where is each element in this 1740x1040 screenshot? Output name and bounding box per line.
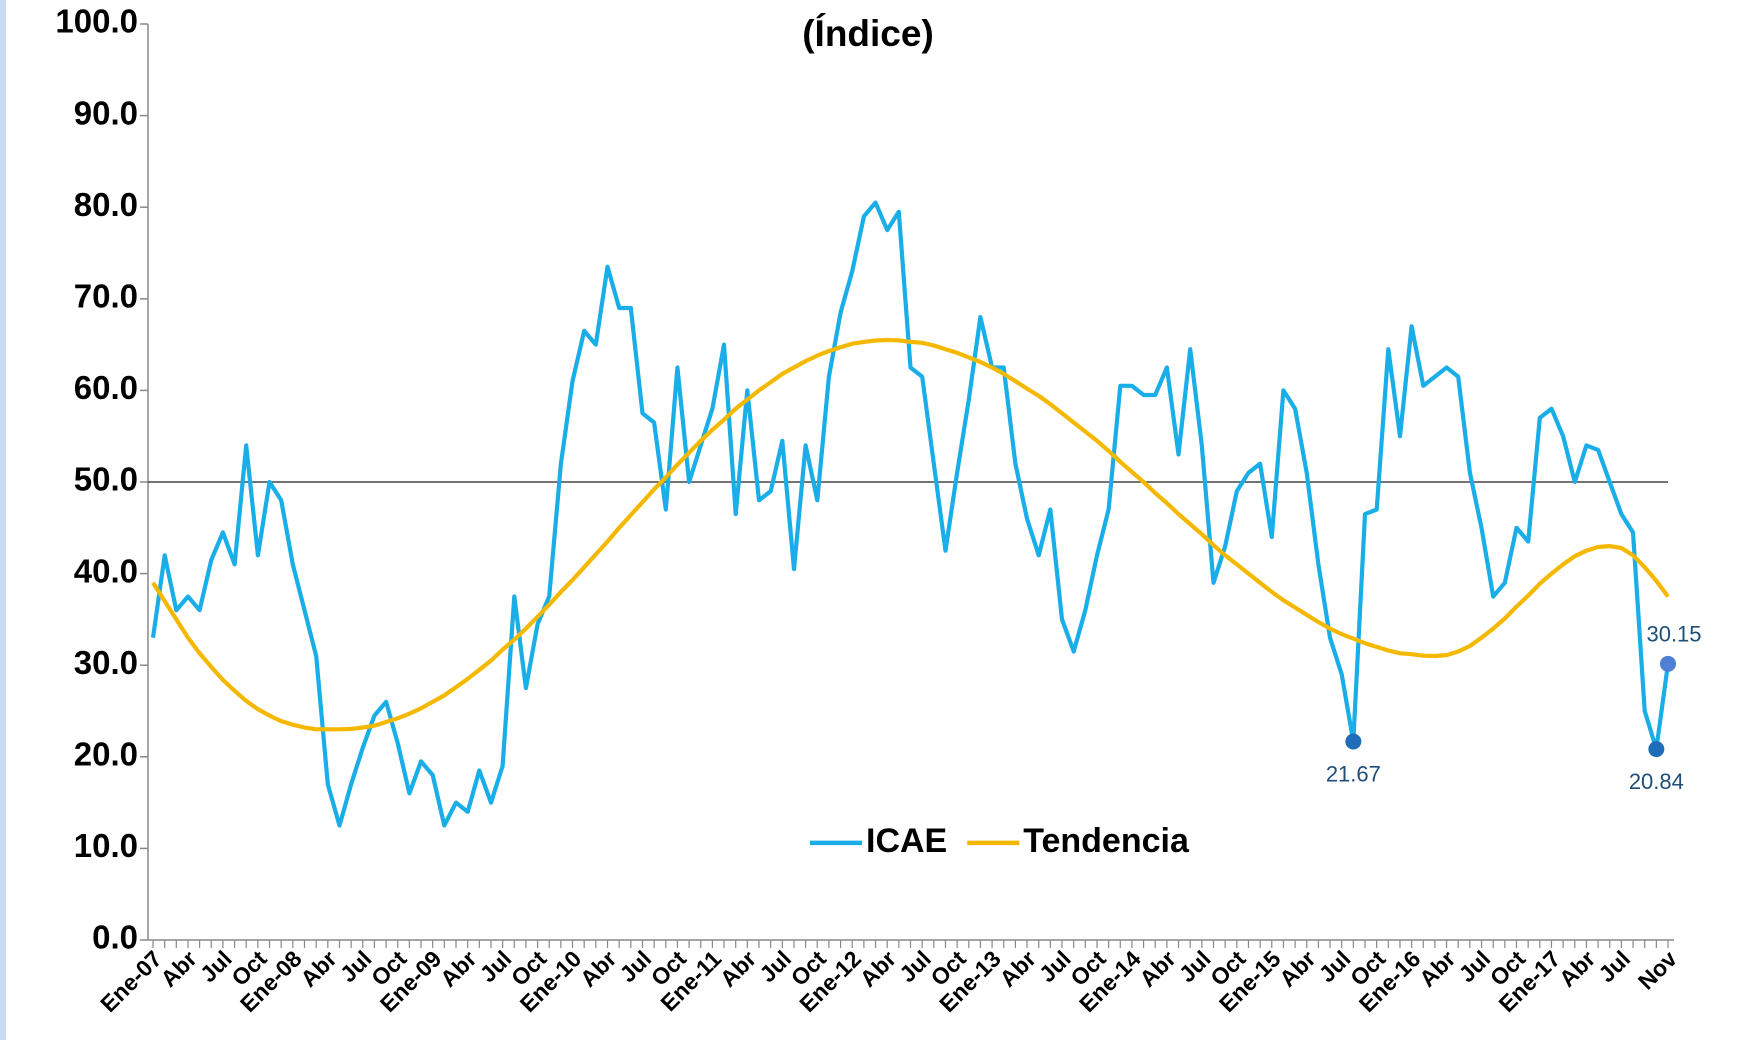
x-tick-label: Jul	[1593, 945, 1635, 987]
series-line	[150, 200, 1671, 828]
x-tick-label: Jul	[1453, 945, 1495, 987]
x-tick-label: Nov	[1633, 945, 1682, 994]
highlight-point	[1345, 733, 1362, 750]
data-label: 20.84	[1629, 769, 1684, 794]
y-tick-label: 70.0	[74, 278, 138, 315]
y-tick-label: 100.0	[55, 3, 138, 40]
x-tick-label: Jul	[1174, 945, 1216, 987]
x-tick-label: Ene-07	[95, 945, 167, 1017]
x-tick-label: Jul	[1034, 945, 1076, 987]
x-tick-label: Jul	[894, 945, 936, 987]
y-tick-label: 60.0	[74, 369, 138, 406]
y-tick-label: 10.0	[74, 827, 138, 864]
highlight-point	[1660, 655, 1676, 672]
data-label: 30.15	[1646, 622, 1701, 647]
chart-title: (Índice)	[802, 13, 934, 54]
y-tick-label: 0.0	[92, 919, 138, 956]
y-tick-label: 30.0	[74, 644, 138, 681]
x-tick-label: Jul	[475, 945, 517, 987]
x-tick-label: Jul	[195, 945, 237, 987]
y-tick-label: 80.0	[74, 186, 138, 223]
y-tick-label: 40.0	[74, 552, 138, 589]
x-tick-label: Jul	[614, 945, 656, 987]
y-tick-label: 20.0	[74, 736, 138, 773]
series-line	[151, 337, 1670, 732]
x-tick-label: Jul	[754, 945, 796, 987]
side-strip	[0, 0, 6, 1040]
highlight-point	[1648, 741, 1665, 758]
y-tick-label: 90.0	[74, 94, 138, 131]
legend-label: Tendencia	[1023, 822, 1190, 860]
y-tick-label: 50.0	[74, 461, 138, 498]
data-label: 21.67	[1326, 761, 1381, 786]
legend-label: ICAE	[866, 822, 947, 860]
x-tick-label: Jul	[335, 945, 377, 987]
x-tick-label: Jul	[1314, 945, 1356, 987]
